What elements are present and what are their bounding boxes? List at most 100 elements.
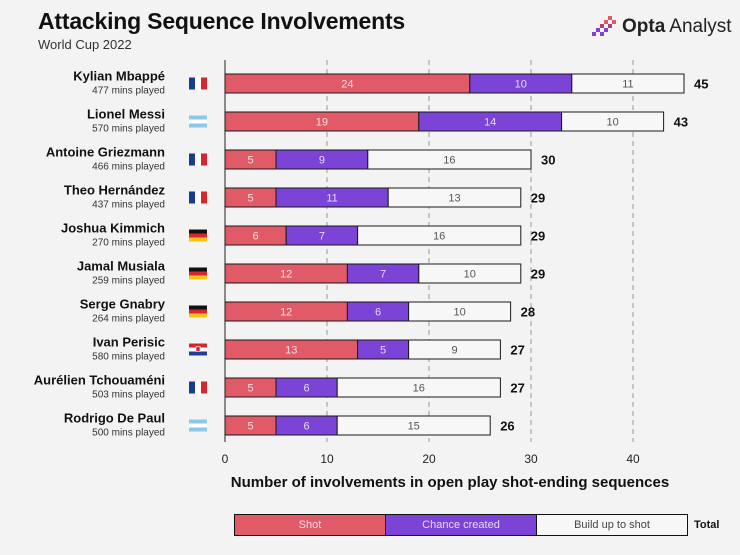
france-flag-icon (189, 77, 195, 90)
bar-value-label: 10 (453, 307, 465, 319)
opta-logo-icon (592, 16, 616, 36)
brand-sub: Analyst (669, 16, 732, 37)
player-name: Ivan Perisic (93, 335, 165, 350)
argentina-flag-icon (189, 423, 207, 428)
player-name: Jamal Musiala (77, 259, 166, 274)
player-name: Theo Hernández (64, 183, 166, 198)
player-minutes: 259 mins played (92, 276, 165, 287)
bar-value-label: 6 (253, 231, 259, 243)
germany-flag-icon (189, 309, 207, 314)
stacked-bar-chart: 0 10 20 30 40 Kylian Mbappé 477 mins played 24 1… (34, 60, 708, 466)
legend-build-up: Build up to shot (536, 514, 688, 536)
total-label: 27 (510, 381, 524, 396)
france-flag-icon (195, 191, 201, 204)
bar-segment-build-up (408, 301, 512, 322)
legend-buildup-label: Build up to shot (574, 519, 650, 531)
germany-flag-icon (189, 271, 207, 276)
germany-flag-icon (189, 305, 207, 310)
total-label: 43 (674, 115, 688, 130)
legend-chance-label: Chance created (422, 519, 500, 531)
bar-segment-build-up (367, 149, 532, 170)
bar-value-label: 10 (606, 117, 618, 129)
player-name: Serge Gnabry (80, 297, 166, 312)
bar-value-label: 16 (413, 383, 425, 395)
bar-value-label: 9 (319, 155, 325, 167)
germany-flag-icon (189, 237, 207, 242)
bar-value-label: 5 (247, 193, 253, 205)
bar-value-label: 7 (380, 269, 386, 281)
player-minutes: 477 mins played (92, 86, 165, 97)
bar-value-label: 13 (448, 193, 460, 205)
bar-value-label: 16 (443, 155, 455, 167)
x-tick-label: 40 (626, 452, 640, 466)
germany-flag-icon (189, 313, 207, 318)
total-label: 30 (541, 153, 555, 168)
croatia-flag-icon (189, 351, 207, 356)
bar-value-label: 5 (247, 421, 253, 433)
total-label: 27 (510, 343, 524, 358)
argentina-flag-icon (189, 419, 207, 424)
germany-flag-icon (189, 267, 207, 272)
france-flag-icon (195, 381, 201, 394)
bar-value-label: 5 (247, 383, 253, 395)
player-name: Aurélien Tchouaméni (34, 373, 165, 388)
player-minutes: 437 mins played (92, 200, 165, 211)
player-name: Kylian Mbappé (73, 69, 165, 84)
total-label: 29 (531, 229, 545, 244)
bar-segment-build-up (408, 339, 501, 360)
argentina-flag-icon (189, 119, 207, 124)
player-name: Lionel Messi (87, 107, 165, 122)
player-minutes: 580 mins played (92, 352, 165, 363)
legend-total: Total (694, 519, 720, 531)
bar-value-label: 24 (341, 79, 353, 91)
bar-segment-build-up (387, 187, 522, 208)
bar-value-label: 6 (304, 383, 310, 395)
france-flag-icon (201, 153, 207, 166)
germany-flag-icon (189, 229, 207, 234)
legend-shot-label: Shot (298, 519, 322, 531)
bar-value-label: 12 (280, 307, 292, 319)
germany-flag-icon (189, 233, 207, 238)
x-tick-label: 20 (422, 452, 436, 466)
bar-value-label: 14 (484, 117, 496, 129)
player-name: Antoine Griezmann (46, 145, 165, 160)
argentina-flag-icon (189, 123, 207, 128)
player-minutes: 503 mins played (92, 390, 165, 401)
chart-title: Attacking Sequence Involvements (38, 8, 406, 34)
germany-flag-icon (189, 275, 207, 280)
bar-value-label: 9 (451, 345, 457, 357)
player-minutes: 570 mins played (92, 124, 165, 135)
legend: Shot Chance created Build up to shot Tot… (234, 514, 719, 536)
x-tick-label: 30 (524, 452, 538, 466)
bar-value-label: 5 (380, 345, 386, 357)
france-flag-icon (189, 153, 195, 166)
france-flag-icon (195, 153, 201, 166)
bar-segment-build-up (336, 415, 491, 436)
bar-value-label: 15 (408, 421, 420, 433)
total-label: 29 (531, 267, 545, 282)
bar-segment-build-up (357, 225, 522, 246)
total-label: 26 (500, 419, 514, 434)
france-flag-icon (189, 191, 195, 204)
bar-value-label: 13 (285, 345, 297, 357)
total-label: 28 (521, 305, 535, 320)
bar-value-label: 19 (316, 117, 328, 129)
bar-value-label: 6 (304, 421, 310, 433)
brand-logo: Opta Analyst (592, 14, 732, 40)
france-flag-icon (201, 381, 207, 394)
france-flag-icon (201, 77, 207, 90)
bar-segment-build-up (561, 111, 665, 132)
france-flag-icon (201, 191, 207, 204)
x-tick-label: 0 (222, 452, 229, 466)
brand-name: Opta (622, 16, 666, 37)
player-minutes: 500 mins played (92, 428, 165, 439)
bar-value-label: 12 (280, 269, 292, 281)
bar-segment-build-up (571, 73, 685, 94)
bar-value-label: 10 (515, 79, 527, 91)
france-flag-icon (189, 381, 195, 394)
x-axis-label: Number of involvements in open play shot… (230, 474, 670, 491)
player-name: Rodrigo De Paul (64, 411, 165, 426)
croatia-flag-icon (189, 343, 207, 348)
bar-value-label: 6 (375, 307, 381, 319)
legend-shot: Shot (234, 514, 385, 536)
